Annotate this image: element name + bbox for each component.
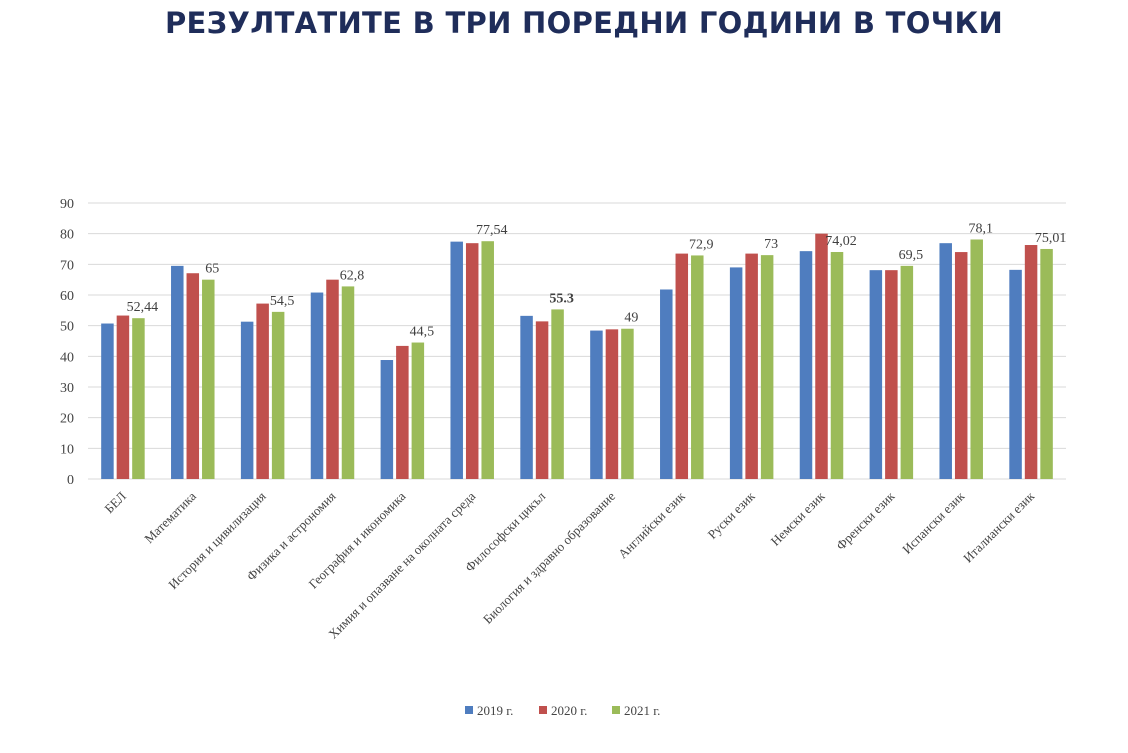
data-label: 52,44	[127, 300, 159, 315]
legend-label: 2019 г.	[477, 703, 513, 718]
bar-2019	[869, 270, 883, 479]
category-label: Химия и опазване на околната среда	[325, 488, 478, 641]
legend-swatch-2019	[465, 706, 473, 714]
bar-2020	[1024, 245, 1038, 479]
bar-2021	[271, 311, 285, 479]
bar-2019	[1009, 269, 1022, 479]
bar-2021	[621, 328, 634, 479]
data-label: 74,02	[825, 234, 857, 249]
bar-2021	[132, 318, 145, 479]
y-tick-label: 30	[60, 381, 74, 396]
page-title: РЕЗУЛТАТИТЕ В ТРИ ПОРЕДНИ ГОДИНИ В ТОЧКИ	[164, 6, 1004, 40]
bar-2019	[240, 321, 254, 479]
bar-2020	[535, 321, 549, 479]
data-label: 49	[624, 311, 638, 326]
bar-2020	[256, 303, 269, 479]
bar-2019	[520, 315, 533, 479]
bar-2020	[326, 279, 339, 479]
y-tick-label: 80	[60, 228, 74, 243]
bar-2019	[799, 251, 813, 479]
bar-2019	[380, 360, 394, 479]
bar-2021	[481, 241, 494, 479]
bar-2021	[970, 239, 983, 479]
bar-2020	[465, 243, 479, 479]
category-label: Руски език	[704, 488, 758, 542]
legend-swatch-2021	[612, 706, 620, 714]
y-tick-label: 0	[67, 473, 74, 488]
bar-2021	[411, 342, 425, 479]
data-label: 62,8	[340, 268, 365, 283]
data-label: 77,54	[476, 223, 508, 238]
category-label: Математика	[141, 488, 199, 546]
y-tick-label: 90	[60, 197, 74, 212]
y-tick-label: 50	[60, 320, 74, 335]
y-tick-label: 40	[60, 350, 74, 365]
bar-2019	[729, 267, 743, 479]
data-label: 69,5	[899, 248, 924, 263]
category-label: Английски език	[615, 488, 688, 561]
bar-2020	[675, 253, 689, 479]
bar-2020	[186, 273, 200, 479]
bar-2021	[900, 265, 914, 479]
bar-2019	[310, 292, 324, 479]
category-label: Немски език	[768, 488, 829, 549]
y-tick-label: 70	[60, 258, 74, 273]
bar-2020	[954, 252, 968, 479]
category-label: Италиански език	[960, 488, 1037, 565]
data-label: 65	[205, 262, 219, 277]
bar-2019	[660, 289, 673, 479]
bar-2019	[171, 265, 184, 479]
bar-2020	[745, 253, 758, 479]
bar-2021	[691, 255, 704, 479]
bar-2021	[551, 309, 564, 479]
category-label: Биология и здравно образование	[480, 488, 618, 626]
data-label: 72,9	[689, 237, 714, 252]
data-label: 44,5	[410, 325, 435, 340]
bar-2020	[885, 270, 898, 479]
category-label: Испански език	[899, 488, 968, 557]
bar-2020	[116, 315, 130, 479]
data-label: 73	[764, 237, 778, 252]
bar-2020	[396, 345, 409, 479]
legend-swatch-2020	[539, 706, 547, 714]
category-label: Френски език	[833, 488, 898, 553]
bar-2020	[605, 329, 619, 479]
bar-2020	[815, 233, 828, 479]
data-label: 75,01	[1035, 231, 1067, 246]
y-tick-label: 10	[60, 442, 74, 457]
data-label: 54,5	[270, 294, 295, 309]
data-label: 78,1	[968, 221, 993, 236]
bar-2019	[101, 323, 114, 479]
bar-2021	[202, 279, 215, 479]
y-tick-label: 60	[60, 289, 74, 304]
bar-2021	[1040, 248, 1053, 479]
legend-label: 2021 г.	[624, 703, 660, 718]
bar-2019	[590, 330, 603, 479]
bar-2021	[341, 286, 355, 479]
y-tick-label: 20	[60, 412, 74, 427]
legend-label: 2020 г.	[551, 703, 587, 718]
category-label: БЕЛ	[101, 488, 129, 516]
bar-2019	[939, 243, 952, 479]
bar-2019	[450, 241, 463, 479]
data-label: 55.3	[549, 291, 574, 306]
bar-2021	[760, 255, 774, 479]
bar-2021	[830, 252, 844, 479]
